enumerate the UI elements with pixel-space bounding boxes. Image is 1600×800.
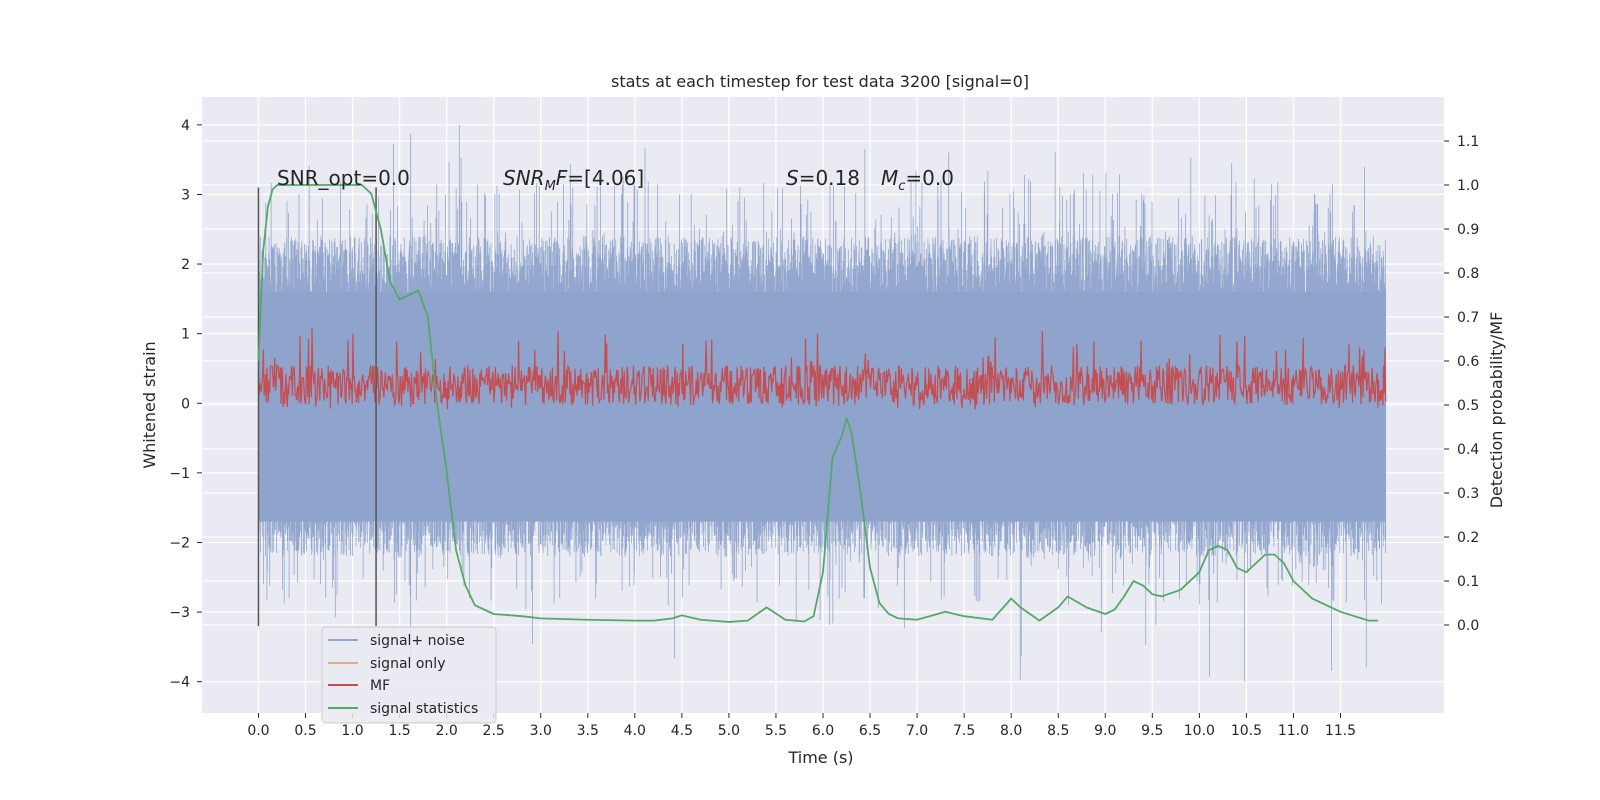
annotation-snr-mf-sub: M (545, 179, 556, 194)
series-mf (257, 328, 1387, 410)
legend-box (321, 626, 497, 724)
y-tick-label-1: −3 (169, 605, 190, 621)
annotation-snr-mf: SNRMF=[4.06] (503, 166, 644, 194)
annotation-s-label: S (786, 166, 799, 190)
x-tick-label-6: 3.0 (530, 723, 552, 739)
series-signal-noise (258, 125, 1387, 682)
y2-tick-label-6: 0.6 (1457, 354, 1479, 370)
y2-tick-label-3: 0.3 (1457, 486, 1479, 502)
chart-title: stats at each timestep for test data 320… (611, 72, 1029, 91)
x-tick-label-7: 3.5 (577, 723, 599, 739)
signal-noise-core (258, 291, 1386, 522)
y2-axis-ticks: 0.0 0.1 0.2 0.3 0.4 0.5 0.6 0.7 0.8 0.9 1.0 1.1 (1444, 134, 1479, 634)
y2-tick-label-0: 0.0 (1457, 618, 1479, 634)
annotation-s: S=0.18 (786, 166, 860, 190)
annotation-mc-label: M (881, 166, 898, 190)
y2-tick-label-11: 1.1 (1457, 134, 1479, 150)
y-tick-label-3: −1 (169, 466, 190, 482)
annotation-mc-value: =0.0 (905, 166, 954, 190)
x-tick-label-14: 7.0 (906, 723, 928, 739)
annotation-snr-mf-f: F (556, 166, 568, 190)
x-tick-label-19: 9.5 (1141, 723, 1163, 739)
x-tick-label-0: 0.0 (247, 723, 269, 739)
annotation-mc: Mc=0.0 (881, 166, 954, 194)
x-tick-label-10: 5.0 (718, 723, 740, 739)
y-tick-label-7: 3 (181, 187, 190, 203)
x-tick-label-1: 0.5 (294, 723, 316, 739)
y2-tick-label-2: 0.2 (1457, 530, 1479, 546)
annotation-snr-mf-value: =[4.06] (567, 166, 644, 190)
annotation-s-value: =0.18 (799, 166, 860, 190)
y2-tick-label-10: 1.0 (1457, 178, 1479, 194)
annotation-snr-opt: SNR_opt=0.0 (277, 166, 410, 190)
y-tick-label-8: 4 (181, 118, 190, 134)
x-tick-label-4: 2.0 (436, 723, 458, 739)
y-tick-label-4: 0 (181, 396, 190, 412)
y2-tick-label-4: 0.4 (1457, 442, 1479, 458)
x-tick-label-16: 8.0 (1000, 723, 1022, 739)
x-tick-label-18: 9.0 (1094, 723, 1116, 739)
legend-label-signal-noise: signal+ noise (370, 633, 465, 649)
x-tick-label-23: 11.5 (1325, 723, 1356, 739)
x-tick-label-2: 1.0 (341, 723, 363, 739)
x-tick-label-5: 2.5 (483, 723, 505, 739)
legend-label-signal-statistics: signal statistics (370, 701, 478, 717)
y2-tick-label-9: 0.9 (1457, 222, 1479, 238)
x-tick-label-15: 7.5 (953, 723, 975, 739)
x-axis-title: Time (s) (787, 748, 853, 767)
mf-line (257, 328, 1387, 410)
y-tick-label-2: −2 (169, 535, 190, 551)
x-tick-label-3: 1.5 (388, 723, 410, 739)
annotation-mc-sub: c (898, 179, 905, 194)
x-tick-label-13: 6.5 (859, 723, 881, 739)
x-tick-label-12: 6.0 (812, 723, 834, 739)
x-axis-ticks: 0.0 0.5 1.0 1.5 2.0 2.5 3.0 3.5 4.0 4.5 5.0 5.5 6.0 6… (247, 713, 1356, 739)
y2-axis-title: Detection probability/MF (1487, 312, 1506, 509)
y-tick-label-5: 1 (181, 327, 190, 343)
signal-statistics-line (257, 184, 1379, 623)
y2-tick-label-8: 0.8 (1457, 266, 1479, 282)
y-axis-ticks: −4 −3 −2 −1 0 1 2 3 4 (169, 118, 202, 691)
x-tick-label-11: 5.5 (765, 723, 787, 739)
y-tick-label-6: 2 (181, 257, 190, 273)
legend-label-mf: MF (370, 678, 390, 694)
x-tick-label-21: 10.5 (1231, 723, 1262, 739)
vertical-markers (257, 187, 377, 626)
legend-label-signal-only: signal only (370, 656, 445, 672)
x-tick-label-20: 10.0 (1184, 723, 1215, 739)
x-tick-label-17: 8.5 (1047, 723, 1069, 739)
x-tick-label-9: 4.5 (671, 723, 693, 739)
annotation-snr-mf-label: SNR (503, 166, 545, 190)
x-tick-label-22: 11.0 (1278, 723, 1309, 739)
y2-tick-label-1: 0.1 (1457, 574, 1479, 590)
y-axis-title: Whitened strain (140, 341, 159, 468)
y2-tick-label-5: 0.5 (1457, 398, 1479, 414)
legend: signal+ noise signal only MF signal stat… (321, 626, 497, 724)
x-tick-label-8: 4.0 (624, 723, 646, 739)
y-tick-label-0: −4 (169, 675, 190, 691)
series-signal-statistics (257, 184, 1379, 623)
y2-tick-label-7: 0.7 (1457, 310, 1479, 326)
